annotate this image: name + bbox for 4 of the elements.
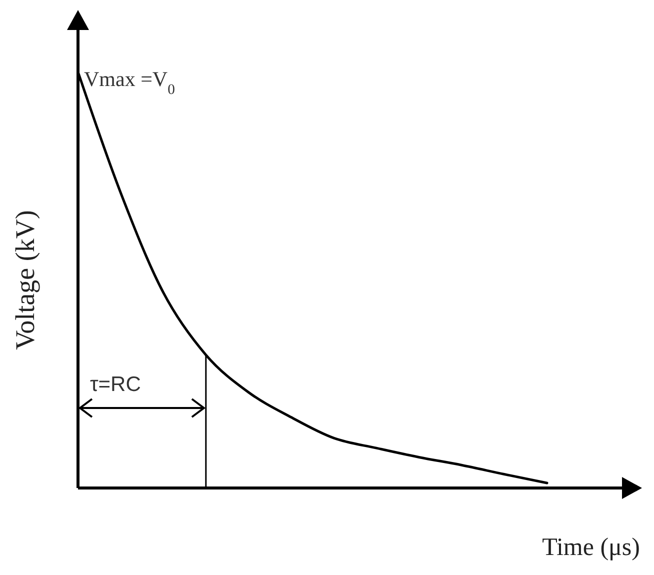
annotation: Vmax =V$_{0}$ bbox=[84, 67, 175, 98]
x-axis-title: Time (μs) bbox=[542, 534, 640, 561]
y-axis-title: Voltage (kV) bbox=[10, 210, 40, 350]
annotation: τ=RC bbox=[90, 373, 141, 396]
